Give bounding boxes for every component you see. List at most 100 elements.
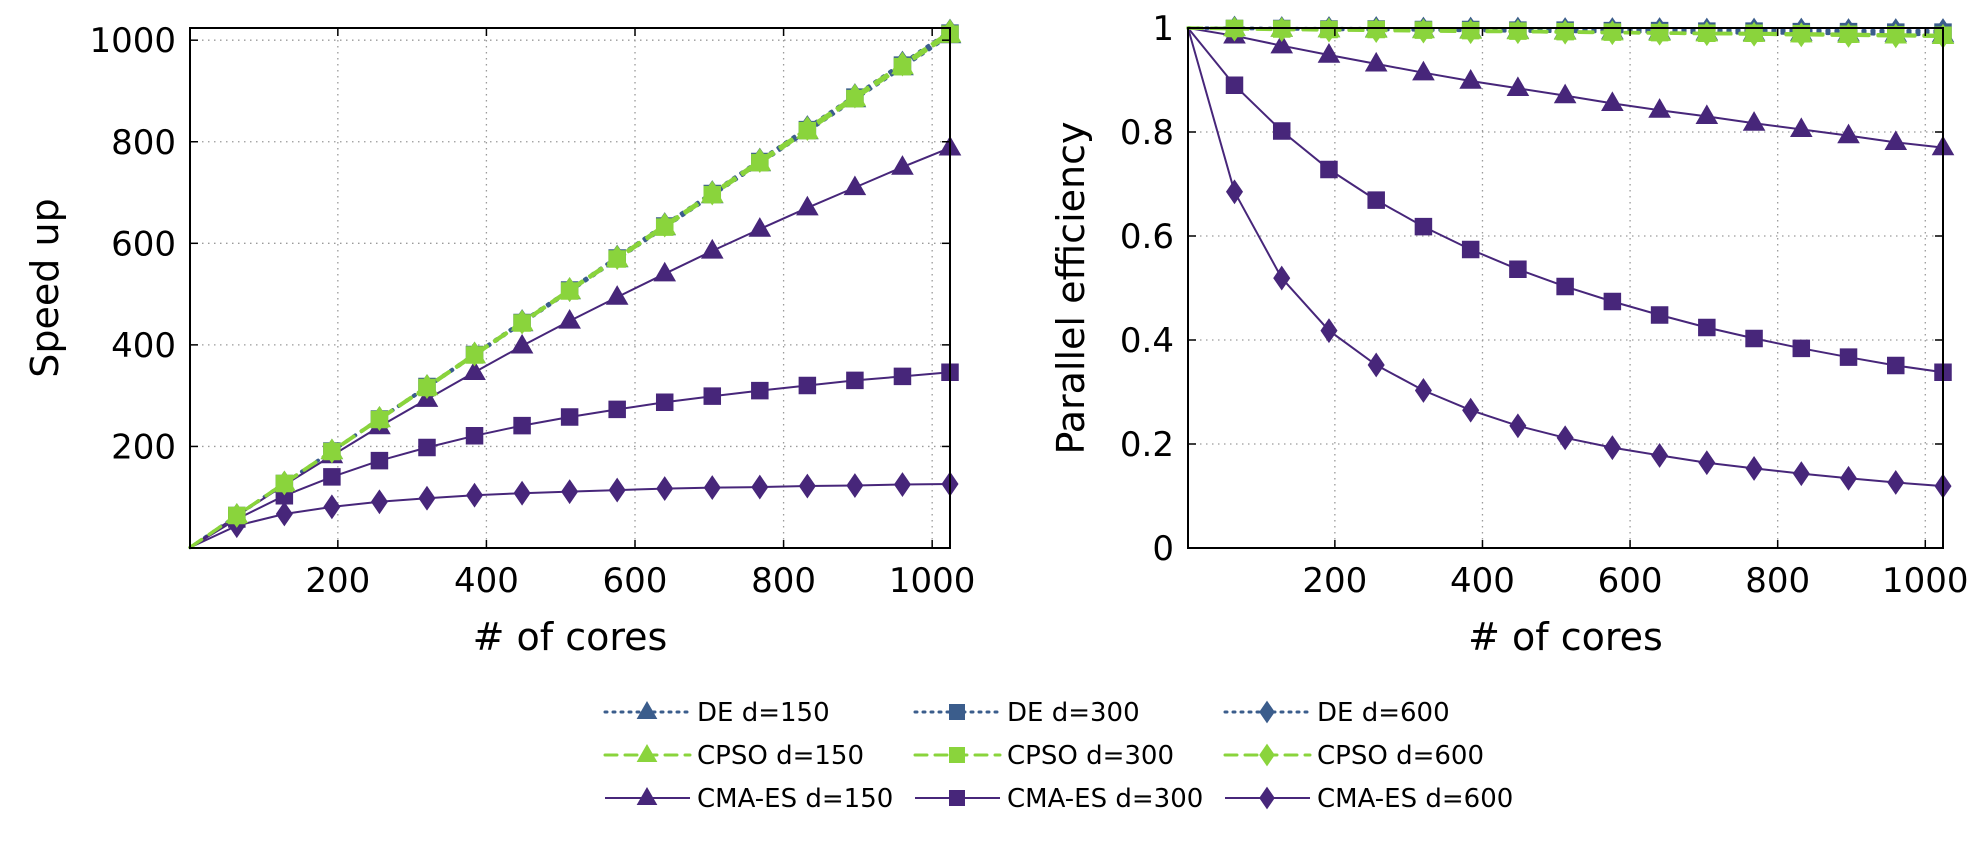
data-point: [1840, 465, 1858, 491]
data-point: [1320, 160, 1338, 179]
data-point: [608, 400, 626, 419]
data-point: [1698, 450, 1716, 476]
series-line-cma-es-d-300: [1187, 27, 1944, 374]
data-point: [893, 367, 912, 386]
data-point: [513, 480, 531, 506]
data-point: [418, 485, 436, 511]
x-tick-label: 1000: [889, 561, 976, 601]
data-point: [1742, 111, 1766, 131]
data-point: [1273, 17, 1291, 42]
legend-marker: [636, 786, 658, 805]
legend-label: CMA-ES d=300: [1007, 784, 1203, 814]
x-tick-label: 800: [1745, 561, 1810, 601]
data-point: [1745, 329, 1763, 348]
data-point: [1459, 69, 1482, 89]
data-point: [608, 477, 626, 503]
data-point: [228, 503, 246, 528]
data-point: [1273, 265, 1291, 291]
data-point: [1367, 352, 1385, 378]
legend-item-de-d-300: DE d=300: [913, 698, 1140, 728]
legend-marker: [1259, 743, 1275, 767]
y-tick-label: 1: [1152, 9, 1174, 49]
markers-cma-es-d-300: [228, 363, 959, 528]
x-axis-label: # of cores: [1468, 615, 1663, 659]
data-point: [1412, 60, 1435, 81]
data-point: [748, 217, 772, 237]
x-tick-label: 600: [603, 561, 668, 601]
data-point: [703, 387, 722, 405]
data-point: [560, 408, 579, 426]
data-point: [605, 285, 629, 305]
x-tick-label: 200: [305, 561, 370, 601]
x-tick-label: 1000: [1882, 561, 1969, 601]
series-line-cma-es-d-300: [189, 371, 951, 549]
data-point: [700, 238, 724, 259]
x-tick-label: 800: [751, 561, 816, 601]
y-tick-label: 0.2: [1120, 425, 1174, 465]
gridlines: [1188, 27, 1943, 549]
series-group: [1186, 15, 1955, 499]
y-axis-label: Speed up: [23, 198, 67, 377]
y-tick-label: 800: [111, 123, 176, 163]
markers-cma-es-d-150: [1223, 23, 1955, 156]
data-point: [1367, 18, 1385, 44]
data-point: [798, 376, 817, 395]
legend-item-cpso-d-600: CPSO d=600: [1223, 741, 1484, 771]
data-point: [513, 309, 531, 335]
data-point: [1745, 456, 1763, 481]
legend-label: CMA-ES d=600: [1317, 784, 1513, 814]
data-point: [798, 116, 816, 141]
data-point: [1225, 179, 1244, 205]
data-point: [1509, 260, 1527, 279]
x-axis-label: # of cores: [473, 615, 668, 659]
data-point: [370, 489, 388, 515]
legend-label: DE d=150: [697, 698, 830, 728]
data-point: [513, 416, 531, 435]
data-point: [1651, 443, 1669, 468]
markers-cma-es-d-600: [228, 471, 959, 539]
data-point: [655, 393, 674, 412]
data-point: [1272, 122, 1291, 140]
data-point: [1556, 277, 1574, 296]
ticks: 200 400 600 800 1000 200 400 600 800 1000: [89, 21, 975, 601]
data-point: [796, 195, 819, 216]
legend-label: CPSO d=150: [697, 741, 864, 771]
data-point: [1789, 117, 1813, 138]
data-point: [558, 309, 581, 329]
data-point: [1887, 23, 1905, 49]
data-point: [1601, 91, 1624, 112]
legend-label: DE d=300: [1007, 698, 1140, 728]
data-point: [1695, 104, 1719, 125]
legend: DE d=150 DE d=300 DE d=600 CPSO d=150 CPSO d…: [603, 698, 1513, 814]
data-point: [893, 51, 911, 77]
data-point: [751, 148, 769, 173]
data-point: [1698, 318, 1716, 337]
legend-marker: [636, 700, 658, 719]
legend-label: CPSO d=600: [1317, 741, 1484, 771]
data-point: [843, 175, 867, 196]
legend-label: CPSO d=300: [1007, 741, 1174, 771]
legend-marker: [1259, 786, 1275, 810]
data-point: [1603, 292, 1622, 311]
legend-item-cma-es-d-150: CMA-ES d=150: [605, 784, 893, 814]
data-point: [1364, 51, 1388, 72]
data-point: [1792, 461, 1810, 487]
data-point: [653, 261, 677, 282]
data-point: [510, 333, 534, 354]
ticks: 200 400 600 800 1000 0 0.2 0.4 0.6 0.8 1: [1120, 9, 1969, 601]
data-point: [1506, 76, 1530, 96]
data-point: [703, 475, 721, 501]
data-point: [1509, 413, 1527, 439]
data-point: [703, 180, 721, 206]
data-point: [370, 406, 388, 431]
markers-cma-es-d-150: [225, 135, 962, 524]
data-point: [1648, 98, 1671, 118]
x-tick-label: 400: [1450, 561, 1515, 601]
data-point: [418, 374, 436, 399]
data-point: [466, 482, 484, 508]
y-tick-label: 0.6: [1120, 217, 1174, 257]
data-point: [1887, 356, 1905, 375]
data-point: [893, 472, 911, 497]
y-tick-label: 0.4: [1120, 321, 1174, 361]
series-group: [188, 18, 962, 550]
